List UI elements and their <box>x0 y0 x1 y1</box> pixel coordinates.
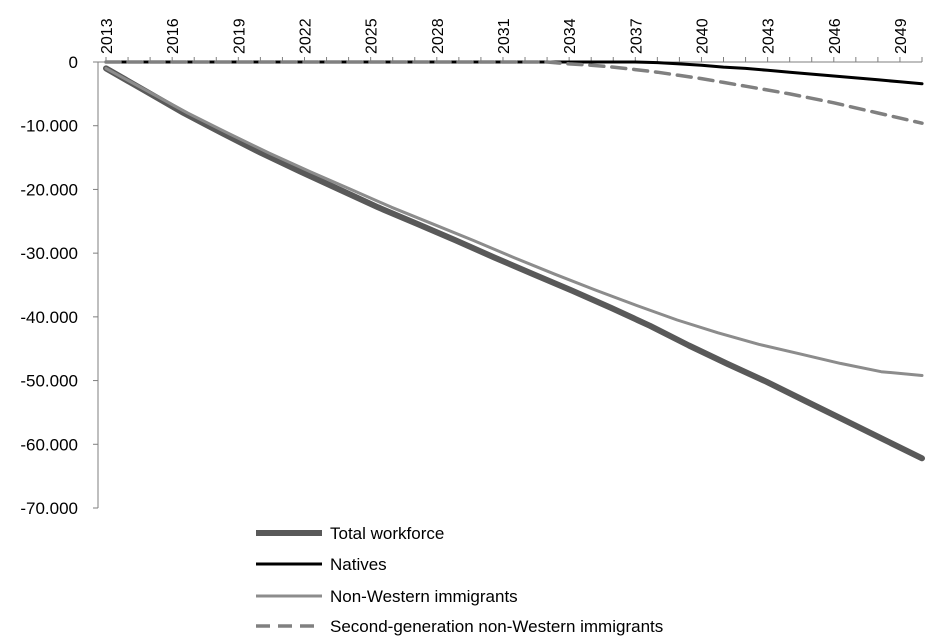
series-lines <box>103 60 925 462</box>
x-tick-label: 2019 <box>231 18 248 54</box>
y-tick-label: -60.000 <box>20 435 78 454</box>
y-tick-label: 0 <box>69 53 78 72</box>
series-line-4 <box>104 60 924 125</box>
x-tick-label: 2022 <box>297 18 314 54</box>
x-tick-label: 2034 <box>562 18 579 54</box>
series-line-1 <box>103 65 925 462</box>
x-tick-label: 2037 <box>628 18 645 54</box>
x-tick-label: 2031 <box>496 18 513 54</box>
x-tick-label: 2013 <box>99 18 116 54</box>
x-tick-label: 2028 <box>430 18 447 54</box>
legend-label-4: Second-generation non-Western immigrants <box>330 617 663 636</box>
legend-label-3: Non-Western immigrants <box>330 587 518 606</box>
x-tick-label: 2016 <box>165 18 182 54</box>
y-tick-label: -30.000 <box>20 244 78 263</box>
legend-label-1: Total workforce <box>330 524 444 543</box>
y-axis-tick-labels: 0 -10.000 -20.000 -30.000 -40.000 -50.000 -60.… <box>20 53 98 518</box>
x-tick-label: 2025 <box>364 18 381 54</box>
y-tick-label: -40.000 <box>20 308 78 327</box>
x-axis-tick-labels: 2013 2016 2019 2022 2025 2028 2031 2034 2037 2040… <box>99 18 923 62</box>
series-line-2 <box>104 60 924 86</box>
y-tick-label: -70.000 <box>20 499 78 518</box>
x-tick-label: 2046 <box>827 18 844 54</box>
y-tick-label: -50.000 <box>20 372 78 391</box>
x-tick-label: 2043 <box>761 18 778 54</box>
legend-label-2: Natives <box>330 555 387 574</box>
x-tick-label: 2049 <box>893 18 910 54</box>
legend: Total workforce Natives Non-Western immigr… <box>256 524 663 636</box>
series-line-3 <box>104 66 924 377</box>
x-tick-label: 2040 <box>694 18 711 54</box>
y-tick-label: -10.000 <box>20 117 78 136</box>
y-tick-label: -20.000 <box>20 180 78 199</box>
